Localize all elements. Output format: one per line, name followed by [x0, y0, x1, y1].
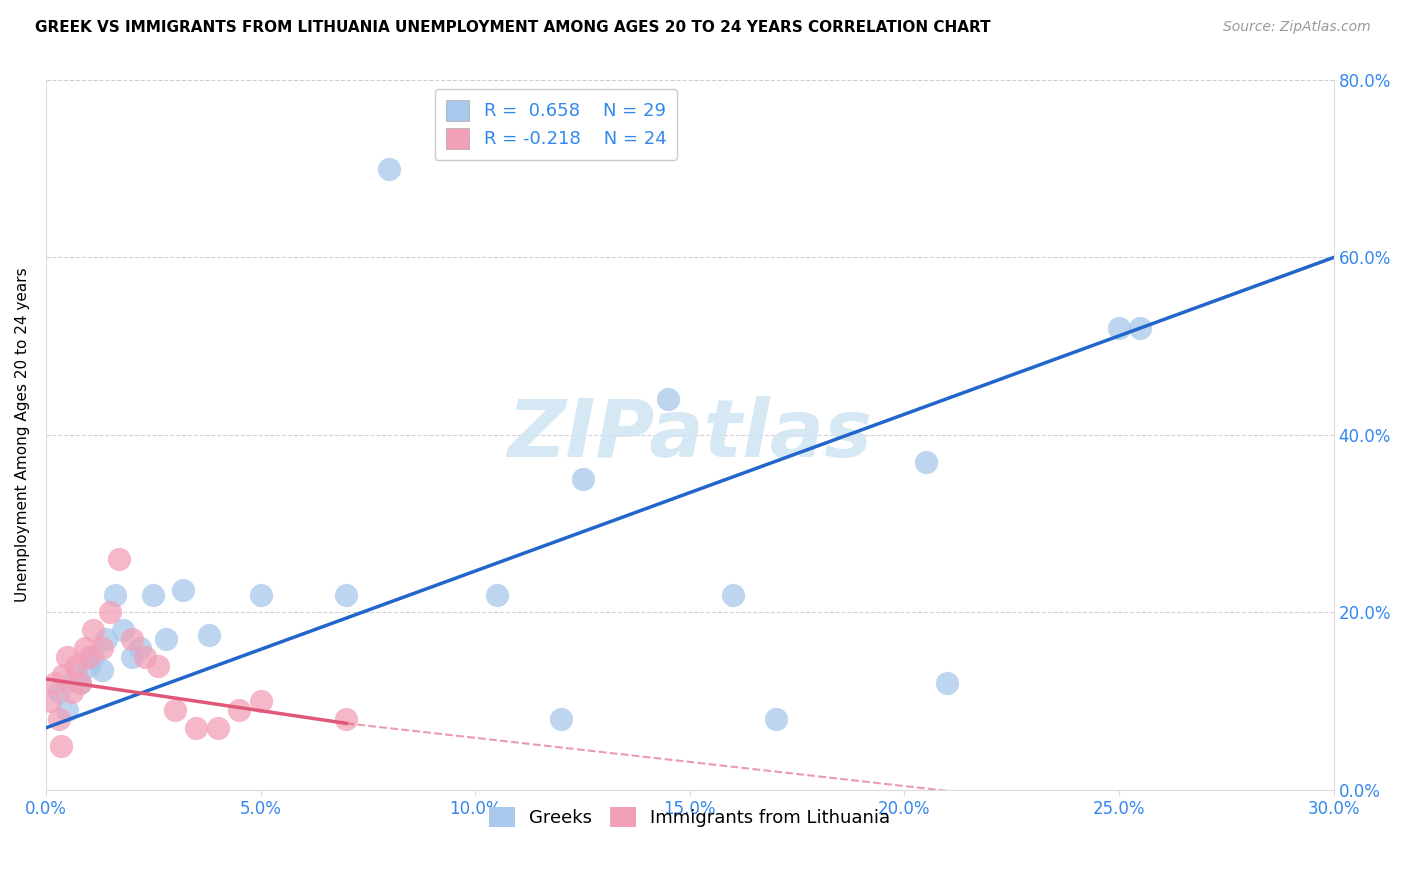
Point	[163, 703, 186, 717]
Point	[44, 676, 66, 690]
Point	[98, 606, 121, 620]
Y-axis label: Unemployment Among Ages 20 to 24 years: Unemployment Among Ages 20 to 24 years	[15, 268, 30, 602]
Point	[52, 667, 75, 681]
Point	[550, 712, 572, 726]
Text: Source: ZipAtlas.com: Source: ZipAtlas.com	[1223, 20, 1371, 34]
Point	[90, 663, 112, 677]
Point	[721, 588, 744, 602]
Point	[82, 649, 104, 664]
Point	[121, 649, 143, 664]
Point	[378, 161, 401, 176]
Point	[1108, 321, 1130, 335]
Point	[146, 658, 169, 673]
Point	[571, 472, 593, 486]
Point	[657, 392, 679, 407]
Point	[39, 694, 62, 708]
Point	[915, 454, 938, 468]
Point	[112, 623, 135, 637]
Point	[77, 658, 100, 673]
Point	[65, 658, 87, 673]
Point	[228, 703, 250, 717]
Point	[90, 640, 112, 655]
Point	[49, 739, 72, 753]
Point	[186, 721, 208, 735]
Point	[65, 667, 87, 681]
Point	[82, 623, 104, 637]
Point	[60, 685, 83, 699]
Point	[249, 588, 271, 602]
Point	[936, 676, 959, 690]
Point	[485, 588, 508, 602]
Point	[69, 676, 91, 690]
Point	[121, 632, 143, 646]
Point	[765, 712, 787, 726]
Point	[56, 649, 79, 664]
Point	[129, 640, 152, 655]
Point	[155, 632, 177, 646]
Point	[56, 703, 79, 717]
Point	[172, 583, 194, 598]
Text: ZIPatlas: ZIPatlas	[508, 396, 872, 474]
Point	[335, 588, 357, 602]
Point	[73, 640, 96, 655]
Point	[77, 649, 100, 664]
Point	[69, 676, 91, 690]
Point	[48, 712, 70, 726]
Point	[134, 649, 156, 664]
Text: GREEK VS IMMIGRANTS FROM LITHUANIA UNEMPLOYMENT AMONG AGES 20 TO 24 YEARS CORREL: GREEK VS IMMIGRANTS FROM LITHUANIA UNEMP…	[35, 20, 991, 35]
Point	[142, 588, 165, 602]
Point	[198, 627, 221, 641]
Point	[335, 712, 357, 726]
Point	[108, 552, 131, 566]
Point	[94, 632, 117, 646]
Point	[1129, 321, 1152, 335]
Point	[249, 694, 271, 708]
Point	[48, 685, 70, 699]
Point	[104, 588, 127, 602]
Legend: Greeks, Immigrants from Lithuania: Greeks, Immigrants from Lithuania	[482, 800, 897, 834]
Point	[207, 721, 229, 735]
